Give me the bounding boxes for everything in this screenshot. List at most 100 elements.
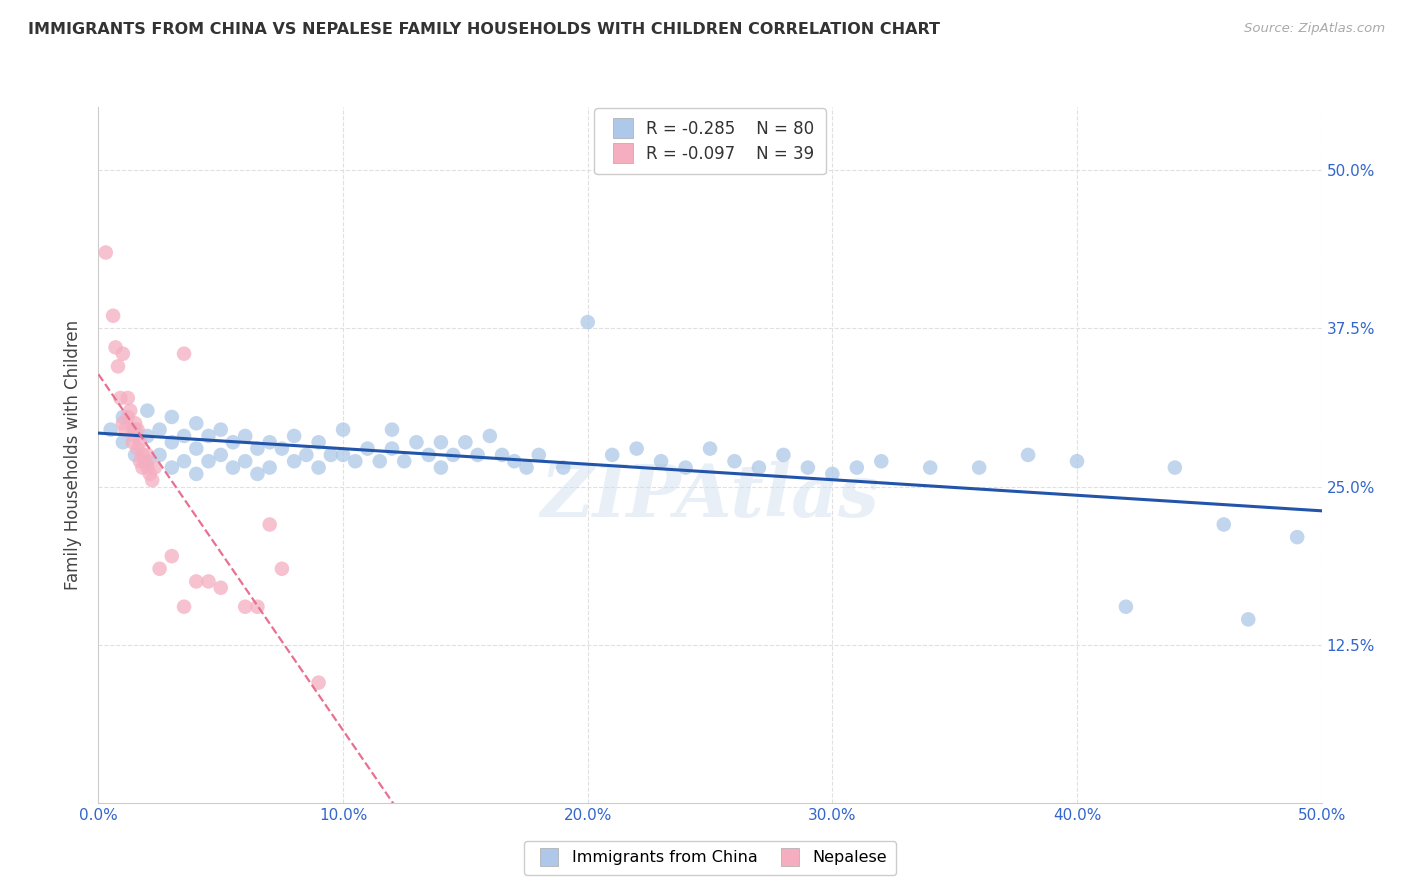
Point bbox=[772, 448, 794, 462]
Point bbox=[107, 359, 129, 374]
Point bbox=[418, 448, 440, 462]
Point bbox=[246, 599, 269, 614]
Point bbox=[1212, 517, 1234, 532]
Point bbox=[295, 448, 318, 462]
Point bbox=[124, 448, 146, 462]
Point bbox=[478, 429, 501, 443]
Point bbox=[344, 454, 367, 468]
Point bbox=[454, 435, 477, 450]
Point bbox=[209, 423, 232, 437]
Point bbox=[111, 347, 134, 361]
Point bbox=[139, 467, 162, 481]
Point bbox=[101, 309, 124, 323]
Point bbox=[114, 423, 136, 437]
Point bbox=[1115, 599, 1137, 614]
Point bbox=[430, 435, 453, 450]
Point bbox=[136, 429, 159, 443]
Point bbox=[259, 460, 281, 475]
Point bbox=[160, 409, 183, 424]
Point bbox=[222, 460, 245, 475]
Point bbox=[173, 347, 195, 361]
Point bbox=[127, 442, 149, 456]
Point bbox=[332, 423, 354, 437]
Point bbox=[209, 581, 232, 595]
Point bbox=[283, 429, 305, 443]
Point bbox=[233, 429, 256, 443]
Point bbox=[600, 448, 623, 462]
Point bbox=[127, 423, 149, 437]
Point bbox=[120, 403, 142, 417]
Point bbox=[160, 435, 183, 450]
Point bbox=[111, 417, 134, 431]
Point bbox=[920, 460, 942, 475]
Point bbox=[134, 454, 156, 468]
Point bbox=[821, 467, 844, 481]
Point bbox=[121, 423, 143, 437]
Point bbox=[246, 467, 269, 481]
Point bbox=[967, 460, 990, 475]
Point bbox=[308, 675, 330, 690]
Point bbox=[319, 448, 342, 462]
Point bbox=[94, 245, 117, 260]
Point bbox=[1286, 530, 1309, 544]
Point bbox=[160, 460, 183, 475]
Point bbox=[129, 435, 152, 450]
Point bbox=[117, 409, 139, 424]
Point bbox=[405, 435, 427, 450]
Point bbox=[1237, 612, 1260, 626]
Point bbox=[160, 549, 183, 563]
Point bbox=[1066, 454, 1088, 468]
Point bbox=[381, 423, 404, 437]
Point bbox=[222, 435, 245, 450]
Point bbox=[576, 315, 599, 329]
Point bbox=[197, 574, 219, 589]
Point bbox=[141, 473, 163, 487]
Text: ZIPAtlas: ZIPAtlas bbox=[541, 461, 879, 533]
Point bbox=[131, 448, 153, 462]
Point bbox=[121, 435, 143, 450]
Point bbox=[1017, 448, 1039, 462]
Point bbox=[392, 454, 416, 468]
Point bbox=[381, 442, 404, 456]
Point bbox=[515, 460, 537, 475]
Point bbox=[748, 460, 770, 475]
Point bbox=[111, 409, 134, 424]
Point bbox=[104, 340, 127, 354]
Point bbox=[143, 460, 166, 475]
Point bbox=[149, 562, 172, 576]
Point bbox=[149, 423, 172, 437]
Point bbox=[186, 417, 208, 431]
Point bbox=[173, 429, 195, 443]
Point bbox=[197, 429, 219, 443]
Text: Source: ZipAtlas.com: Source: ZipAtlas.com bbox=[1244, 22, 1385, 36]
Point bbox=[308, 460, 330, 475]
Point bbox=[110, 391, 132, 405]
Point bbox=[124, 429, 146, 443]
Point bbox=[368, 454, 391, 468]
Point bbox=[136, 448, 159, 462]
Point bbox=[553, 460, 575, 475]
Point bbox=[467, 448, 489, 462]
Point bbox=[149, 448, 172, 462]
Point bbox=[675, 460, 697, 475]
Point bbox=[186, 574, 208, 589]
Point bbox=[173, 454, 195, 468]
Point bbox=[259, 435, 281, 450]
Point bbox=[233, 454, 256, 468]
Point bbox=[356, 442, 378, 456]
Point bbox=[124, 423, 146, 437]
Point bbox=[626, 442, 648, 456]
Point bbox=[491, 448, 513, 462]
Point bbox=[197, 454, 219, 468]
Point bbox=[209, 448, 232, 462]
Text: IMMIGRANTS FROM CHINA VS NEPALESE FAMILY HOUSEHOLDS WITH CHILDREN CORRELATION CH: IMMIGRANTS FROM CHINA VS NEPALESE FAMILY… bbox=[28, 22, 941, 37]
Point bbox=[527, 448, 550, 462]
Point bbox=[136, 403, 159, 417]
Point bbox=[124, 417, 146, 431]
Point bbox=[723, 454, 745, 468]
Point bbox=[797, 460, 820, 475]
Point bbox=[129, 454, 152, 468]
Point bbox=[308, 435, 330, 450]
Y-axis label: Family Households with Children: Family Households with Children bbox=[65, 320, 83, 590]
Point bbox=[136, 460, 159, 475]
